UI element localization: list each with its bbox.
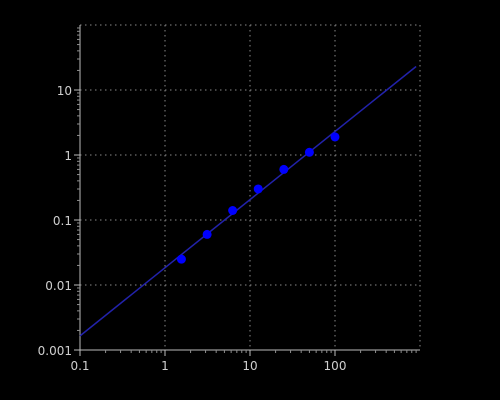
x-tick-label: 10	[242, 359, 257, 373]
fit-line-layer	[79, 65, 417, 337]
data-point	[279, 164, 289, 174]
y-tick-label: 0.001	[38, 344, 72, 358]
data-points	[176, 132, 340, 264]
tick-labels: 0.1 1 10 100 0.001 0.01 0.1 1 10	[38, 84, 347, 373]
y-tick-label: 10	[57, 84, 72, 98]
x-tick-label: 0.1	[70, 359, 89, 373]
y-tick-label: 1	[64, 149, 72, 163]
axes	[74, 25, 420, 356]
x-tick-label: 100	[324, 359, 347, 373]
data-point	[228, 206, 238, 216]
data-point	[202, 229, 212, 239]
data-point	[176, 254, 186, 264]
data-point	[304, 147, 314, 157]
grid	[80, 24, 421, 350]
fit-line	[79, 65, 417, 337]
data-point	[330, 132, 340, 142]
y-tick-label: 0.1	[53, 214, 72, 228]
data-point	[253, 184, 263, 194]
y-tick-label: 0.01	[45, 279, 72, 293]
x-tick-label: 1	[161, 359, 169, 373]
